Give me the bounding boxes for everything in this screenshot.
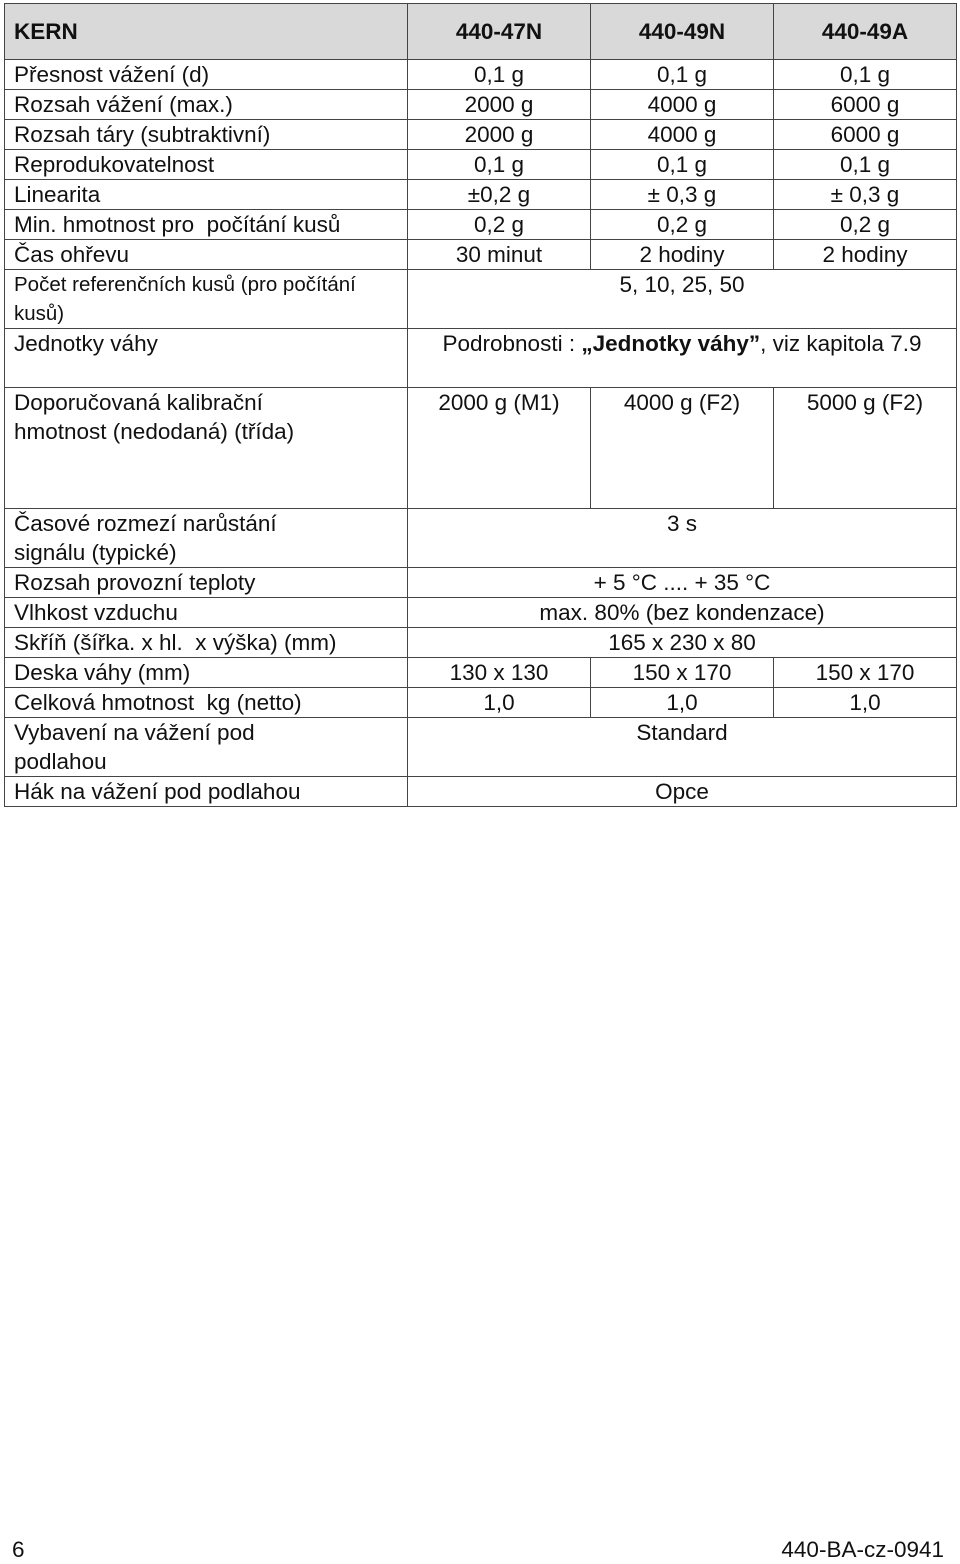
row-label: Rozsah táry (subtraktivní) <box>4 119 408 150</box>
units-detail-suffix: , viz kapitola 7.9 <box>760 331 922 356</box>
row-label: Skříň (šířka. x hl. x výška) (mm) <box>4 627 408 658</box>
cell-value: 2000 g (M1) <box>407 387 591 509</box>
cell-value: 1,0 <box>407 687 591 718</box>
table-row-reproducibility: Reprodukovatelnost 0,1 g 0,1 g 0,1 g <box>4 149 957 180</box>
table-row-reference-pieces: Počet referenčních kusů (pro počítání ku… <box>4 269 957 329</box>
table-row-range: Rozsah vážení (max.) 2000 g 4000 g 6000 … <box>4 89 957 120</box>
cell-value: 0,2 g <box>773 209 957 240</box>
row-label: Vybavení na vážení pod podlahou <box>4 717 408 777</box>
table-row-units: Jednotky váhy Podrobnosti : „Jednotky vá… <box>4 328 957 388</box>
row-label: Vlhkost vzduchu <box>4 597 408 628</box>
cell-value: 150 x 170 <box>773 657 957 688</box>
cell-value: + 5 °C .... + 35 °C <box>407 567 957 598</box>
cell-value: 4000 g (F2) <box>590 387 774 509</box>
table-row-min-weight: Min. hmotnost pro počítání kusů 0,2 g 0,… <box>4 209 957 240</box>
cell-value: 165 x 230 x 80 <box>407 627 957 658</box>
document-id: 440-BA-cz-0941 <box>781 1537 944 1562</box>
cell-value: 2000 g <box>407 89 591 120</box>
row-label: Min. hmotnost pro počítání kusů <box>4 209 408 240</box>
row-label: Čas ohřevu <box>4 239 408 270</box>
cell-value: 6000 g <box>773 89 957 120</box>
table-header-row: KERN 440-47N 440-49N 440-49A <box>4 3 957 60</box>
row-label: Linearita <box>4 179 408 210</box>
cell-value: 0,1 g <box>773 149 957 180</box>
cell-value: 0,1 g <box>407 149 591 180</box>
table-row-housing: Skříň (šířka. x hl. x výška) (mm) 165 x … <box>4 627 957 658</box>
spec-table: KERN 440-47N 440-49N 440-49A Přesnost vá… <box>4 3 957 807</box>
cell-value: 2 hodiny <box>773 239 957 270</box>
cell-value: Opce <box>407 776 957 807</box>
row-label: Celková hmotnost kg (netto) <box>4 687 408 718</box>
cell-value: 0,2 g <box>590 209 774 240</box>
cell-value: 2000 g <box>407 119 591 150</box>
row-label: Jednotky váhy <box>4 328 408 388</box>
cell-value: ± 0,3 g <box>590 179 774 210</box>
cell-value: 6000 g <box>773 119 957 150</box>
table-row-warmup: Čas ohřevu 30 minut 2 hodiny 2 hodiny <box>4 239 957 270</box>
page-number: 6 <box>12 1537 25 1562</box>
cell-value: 30 minut <box>407 239 591 270</box>
table-row-temperature: Rozsah provozní teploty + 5 °C .... + 35… <box>4 567 957 598</box>
cell-value: 4000 g <box>590 119 774 150</box>
model-header: 440-47N <box>407 3 591 60</box>
cell-value: ±0,2 g <box>407 179 591 210</box>
cell-value: 2 hodiny <box>590 239 774 270</box>
model-header: 440-49N <box>590 3 774 60</box>
table-row-accuracy: Přesnost vážení (d) 0,1 g 0,1 g 0,1 g <box>4 59 957 90</box>
units-detail-bold: „Jednotky váhy” <box>581 331 761 356</box>
cell-value: 1,0 <box>773 687 957 718</box>
units-detail-prefix: Podrobnosti : <box>442 331 582 356</box>
cell-value: Standard <box>407 717 957 777</box>
row-label: Přesnost vážení (d) <box>4 59 408 90</box>
cell-value: 0,1 g <box>590 149 774 180</box>
table-row-tare: Rozsah táry (subtraktivní) 2000 g 4000 g… <box>4 119 957 150</box>
table-row-linearity: Linearita ±0,2 g ± 0,3 g ± 0,3 g <box>4 179 957 210</box>
cell-value: 5000 g (F2) <box>773 387 957 509</box>
table-row-underfloor: Vybavení na vážení pod podlahou Standard <box>4 717 957 777</box>
brand-header: KERN <box>4 3 408 60</box>
cell-value: 3 s <box>407 508 957 568</box>
cell-value: 150 x 170 <box>590 657 774 688</box>
cell-value: 5, 10, 25, 50 <box>407 269 957 329</box>
cell-value: 1,0 <box>590 687 774 718</box>
units-detail: Podrobnosti : „Jednotky váhy”, viz kapit… <box>407 328 957 388</box>
row-label: Počet referenčních kusů (pro počítání ku… <box>4 269 408 329</box>
row-label: Reprodukovatelnost <box>4 149 408 180</box>
cell-value: 0,2 g <box>407 209 591 240</box>
row-label: Časové rozmezí narůstání signálu (typick… <box>4 508 408 568</box>
cell-value: ± 0,3 g <box>773 179 957 210</box>
table-row-humidity: Vlhkost vzduchu max. 80% (bez kondenzace… <box>4 597 957 628</box>
table-row-rise-time: Časové rozmezí narůstání signálu (typick… <box>4 508 957 568</box>
cell-value: 0,1 g <box>407 59 591 90</box>
row-label: Deska váhy (mm) <box>4 657 408 688</box>
row-label: Rozsah provozní teploty <box>4 567 408 598</box>
cell-value: 130 x 130 <box>407 657 591 688</box>
cell-value: 0,1 g <box>773 59 957 90</box>
table-row-hook: Hák na vážení pod podlahou Opce <box>4 776 957 807</box>
cell-value: 4000 g <box>590 89 774 120</box>
cell-value: max. 80% (bez kondenzace) <box>407 597 957 628</box>
cell-value: 0,1 g <box>590 59 774 90</box>
row-label: Rozsah vážení (max.) <box>4 89 408 120</box>
table-row-net-weight: Celková hmotnost kg (netto) 1,0 1,0 1,0 <box>4 687 957 718</box>
table-row-plate: Deska váhy (mm) 130 x 130 150 x 170 150 … <box>4 657 957 688</box>
model-header: 440-49A <box>773 3 957 60</box>
row-label: Hák na vážení pod podlahou <box>4 776 408 807</box>
table-row-calibration: Doporučovaná kalibrační hmotnost (nedoda… <box>4 387 957 509</box>
row-label: Doporučovaná kalibrační hmotnost (nedoda… <box>4 387 408 509</box>
